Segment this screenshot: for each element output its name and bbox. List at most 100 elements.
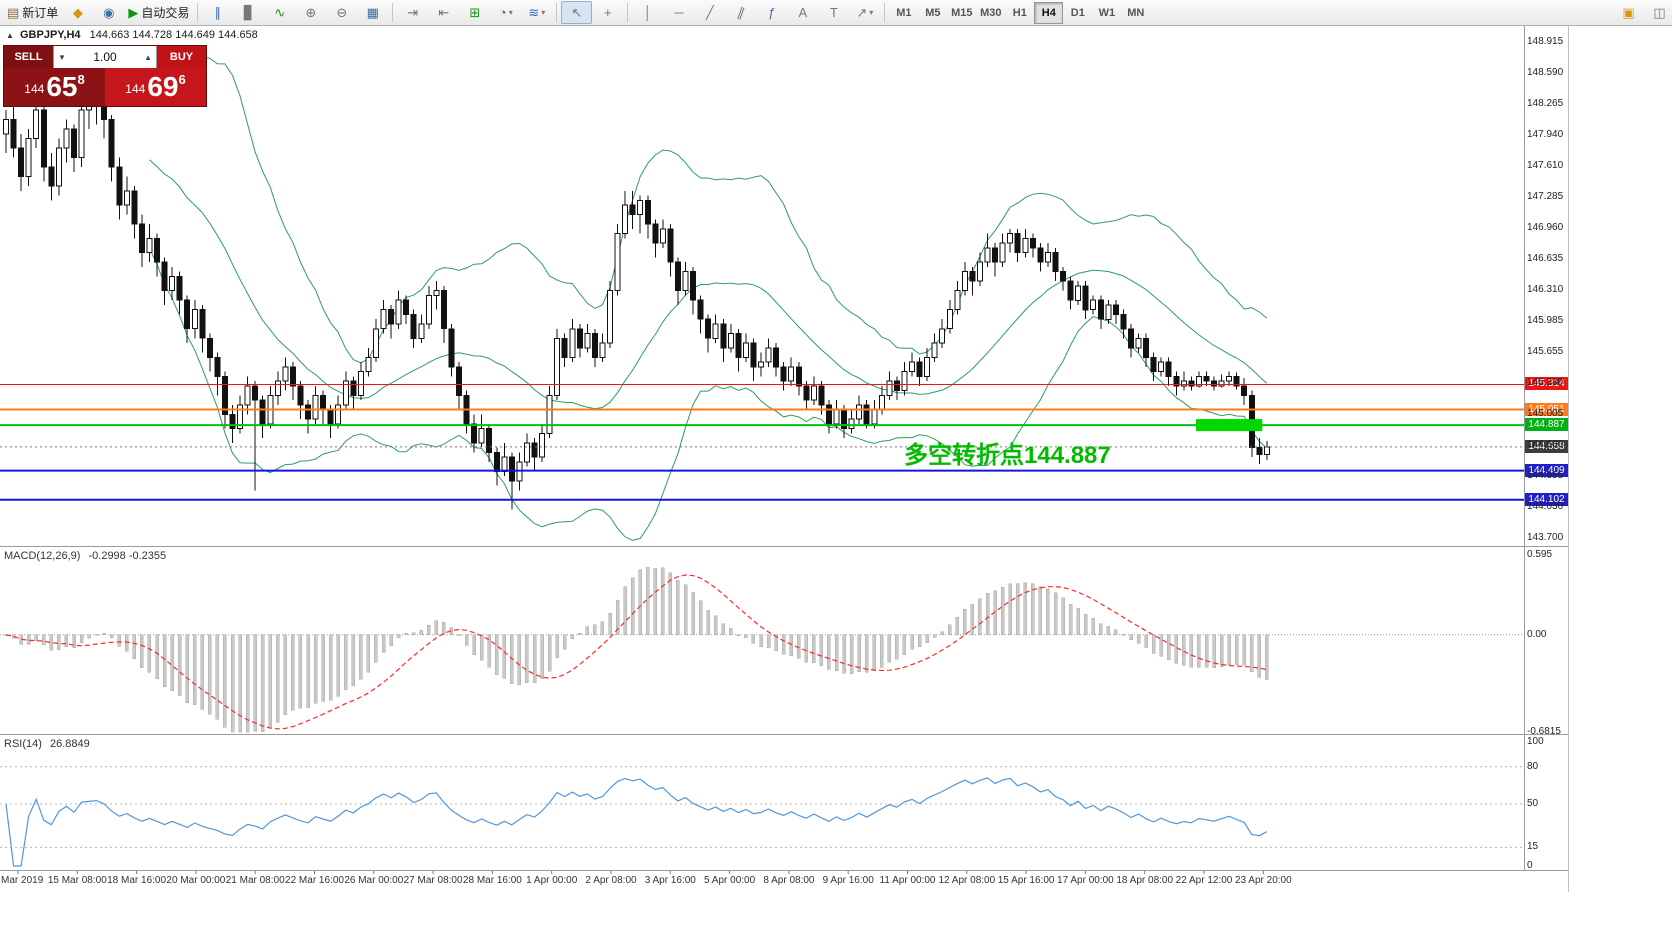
- bar-chart-icon: ∥: [214, 5, 222, 20]
- buy-price-display[interactable]: 144 69 6: [105, 68, 206, 106]
- arrows-tool-button[interactable]: ↗ ▾: [849, 1, 880, 24]
- timeframe-m1-button[interactable]: M1: [896, 6, 912, 19]
- new-chart-button[interactable]: ⊞: [459, 1, 490, 24]
- bollinger-bands: [148, 56, 1268, 541]
- one-click-trading-panel[interactable]: SELL ▼ 1.00 ▲ BUY 144 65 8 144 69 6: [3, 45, 207, 107]
- chart-annotation-text[interactable]: 多空转折点144.887: [904, 442, 1111, 469]
- macd-histogram: [4, 566, 1269, 733]
- timeframe-m5-button[interactable]: M5: [925, 6, 941, 19]
- metaeditor-button[interactable]: ◆: [62, 1, 93, 24]
- rsi-value: 26.8849: [49, 738, 90, 750]
- timeframe-w1-button[interactable]: W1: [1098, 6, 1116, 19]
- fibonacci-icon: ƒ: [768, 5, 776, 20]
- crosshair-icon: +: [604, 5, 612, 20]
- crosshair-tool-button[interactable]: +: [592, 1, 623, 24]
- volume-control[interactable]: ▼ 1.00 ▲: [53, 46, 157, 68]
- chart-shift-button[interactable]: ⇤: [428, 1, 459, 24]
- buy-price-pip: 6: [178, 72, 186, 87]
- text-label-icon: T: [829, 5, 838, 20]
- buy-price-base: 144: [125, 82, 146, 96]
- new-order-icon: ▤: [7, 5, 20, 20]
- highlight-rectangle[interactable]: [1195, 419, 1263, 432]
- sell-button[interactable]: SELL: [4, 46, 53, 68]
- timeframe-mn-button[interactable]: MN: [1127, 6, 1145, 19]
- macd-values: -0.2998 -0.2355: [88, 550, 167, 562]
- toolbar-separator: [627, 3, 629, 22]
- time-scale[interactable]: [0, 871, 1568, 892]
- channel-tool-button[interactable]: ∥: [725, 1, 756, 24]
- line-chart-button[interactable]: ∿: [264, 1, 295, 24]
- accounts-button[interactable]: ◉: [93, 1, 124, 24]
- timeframe-d1-button[interactable]: D1: [1070, 6, 1085, 19]
- macd-name: MACD(12,26,9): [4, 550, 81, 562]
- metaeditor-icon: ◆: [72, 5, 83, 20]
- auto-scroll-icon: ⇥: [407, 5, 419, 20]
- toolbar-extra-button-1[interactable]: ▣: [1613, 1, 1644, 24]
- tile-windows-button[interactable]: ▦: [357, 1, 388, 24]
- zoom-out-icon: ⊖: [336, 5, 348, 20]
- candlestick-chart-button[interactable]: ▊: [233, 1, 264, 24]
- zoom-in-button[interactable]: ⊕: [295, 1, 326, 24]
- zoom-out-button[interactable]: ⊖: [326, 1, 357, 24]
- timeframe-m15-button[interactable]: M15: [951, 6, 973, 19]
- new-order-button[interactable]: ▤ 新订单: [3, 1, 62, 24]
- cursor-icon: ↖: [571, 5, 583, 20]
- periods-icon: ◔: [498, 5, 507, 20]
- bar-chart-button[interactable]: ∥: [202, 1, 233, 24]
- horizontal-line-icon: ─: [674, 5, 684, 20]
- new-order-label: 新订单: [22, 6, 59, 20]
- main-toolbar: ▤ 新订单 ◆ ◉ ▶ 自动交易 ∥ ▊ ∿ ⊕ ⊖ ▦ ⇥ ⇤ ⊞ ◔ ▾ ≋: [0, 0, 1672, 26]
- sell-price-big: 65: [46, 71, 78, 102]
- autotrading-button[interactable]: ▶ 自动交易: [124, 1, 193, 24]
- chart-canvas[interactable]: [0, 24, 1672, 950]
- macd-signal-line: [5, 574, 1267, 730]
- toolbar-separator: [392, 3, 394, 22]
- buy-button[interactable]: BUY: [157, 46, 206, 68]
- chart-symbol-header: ▲ GBPJPY,H4 144.663 144.728 144.649 144.…: [6, 29, 258, 41]
- sell-price-display[interactable]: 144 65 8: [4, 68, 105, 106]
- vertical-line-tool-button[interactable]: │: [632, 1, 663, 24]
- buy-price-big: 69: [147, 71, 179, 102]
- cursor-tool-button[interactable]: ↖: [561, 1, 593, 24]
- volume-dropdown-caret-icon[interactable]: ▼: [58, 52, 66, 62]
- vertical-line-icon: │: [643, 5, 652, 20]
- text-tool-button[interactable]: A: [787, 1, 818, 24]
- trendline-tool-button[interactable]: ╱: [694, 1, 725, 24]
- zoom-in-icon: ⊕: [305, 5, 317, 20]
- autotrading-label: 自动交易: [141, 6, 190, 20]
- arrows-icon: ↗: [856, 5, 868, 20]
- horizontal-line-tool-button[interactable]: ─: [663, 1, 694, 24]
- tile-windows-icon: ▦: [366, 5, 379, 20]
- text-tool-icon: A: [798, 5, 808, 20]
- timeframe-h4-button[interactable]: H4: [1034, 1, 1064, 24]
- chevron-down-icon: ▾: [508, 8, 513, 17]
- symbol-ohlc: 144.663 144.728 144.649 144.658: [89, 29, 258, 41]
- toolbar-separator: [556, 3, 558, 22]
- timeframe-m30-button[interactable]: M30: [980, 6, 1002, 19]
- trendline-icon: ╱: [705, 5, 714, 20]
- toolbar-separator: [884, 3, 886, 22]
- templates-icon: ≋: [528, 5, 540, 20]
- rsi-name: RSI(14): [4, 738, 42, 750]
- timeframe-h1-button[interactable]: H1: [1012, 6, 1027, 19]
- fibonacci-tool-button[interactable]: ƒ: [756, 1, 787, 24]
- candlesticks: [3, 95, 1270, 510]
- sell-price-base: 144: [24, 82, 45, 96]
- periods-button[interactable]: ◔ ▾: [490, 1, 521, 24]
- volume-value[interactable]: 1.00: [93, 50, 117, 64]
- line-chart-icon: ∿: [274, 5, 286, 20]
- toolbar-extra-button-2[interactable]: ◫: [1644, 1, 1672, 24]
- macd-indicator-label: MACD(12,26,9) -0.2998 -0.2355: [4, 550, 171, 562]
- templates-button[interactable]: ≋ ▾: [521, 1, 552, 24]
- price-scale[interactable]: [1525, 26, 1571, 871]
- tick-direction-icon: ▲: [6, 31, 14, 40]
- channel-icon: ∥: [735, 4, 747, 21]
- autotrading-icon: ▶: [128, 5, 139, 20]
- panel-icon: ◫: [1653, 5, 1666, 20]
- auto-scroll-button[interactable]: ⇥: [397, 1, 428, 24]
- candlestick-chart-icon: ▊: [243, 5, 254, 20]
- volume-increase-caret-icon[interactable]: ▲: [144, 52, 152, 62]
- symbol-name: GBPJPY,H4: [19, 29, 81, 41]
- rsi-indicator-label: RSI(14) 26.8849: [4, 738, 95, 750]
- text-label-tool-button[interactable]: T: [818, 1, 849, 24]
